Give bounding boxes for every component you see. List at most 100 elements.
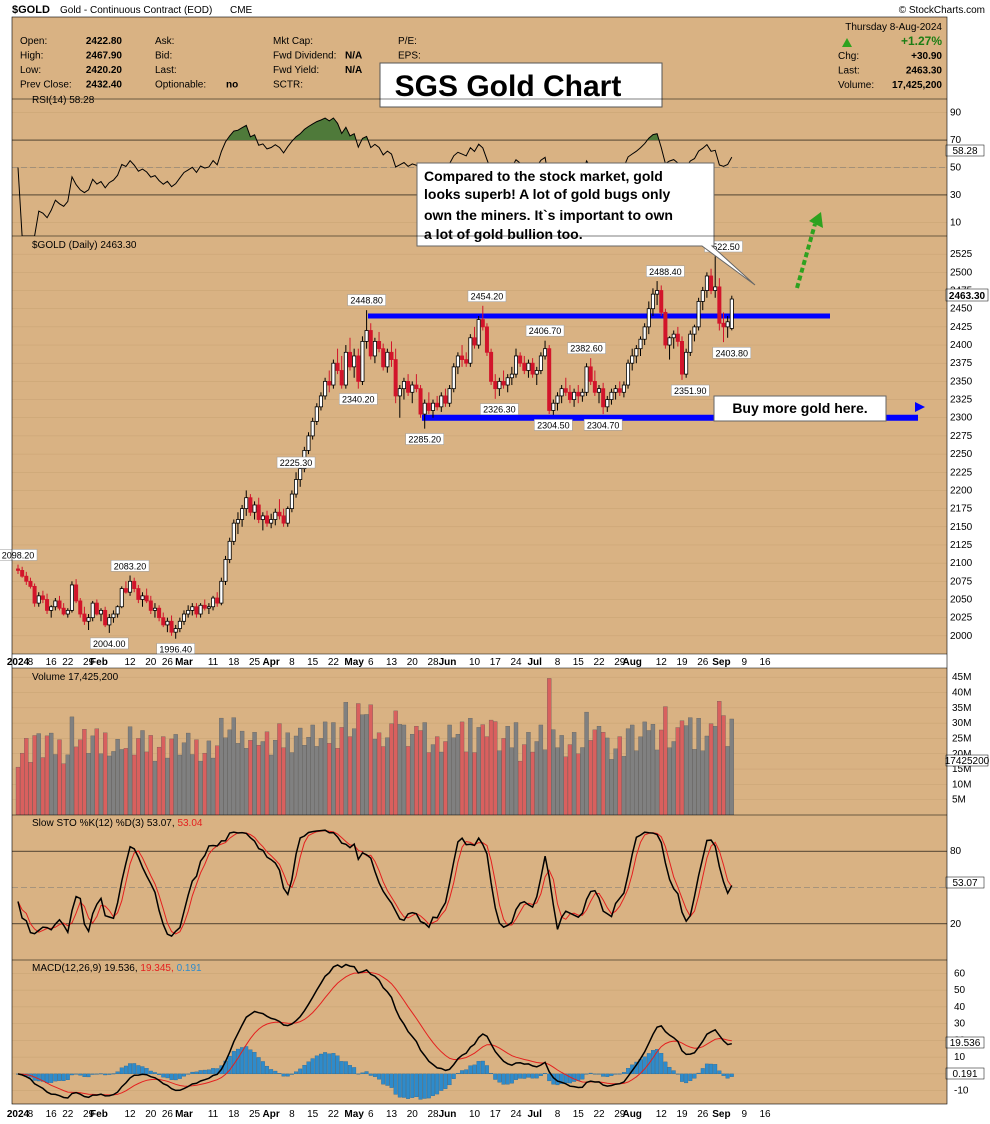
- candle-body: [435, 402, 440, 408]
- macd-hist-bar: [426, 1073, 431, 1099]
- candle-body: [169, 620, 174, 633]
- macd-hist-bar: [464, 1069, 469, 1075]
- candle-body: [82, 613, 87, 622]
- price-panel: 2525250024752450242524002375235023252300…: [0, 212, 989, 655]
- date-tick: 19: [676, 657, 688, 668]
- date-tick: 26: [162, 657, 174, 668]
- macd-hist-bar: [65, 1073, 70, 1080]
- stat-value: 2463.30: [906, 66, 943, 77]
- volume-bar: [617, 736, 622, 816]
- macd-hist-bar: [721, 1073, 726, 1076]
- macd-hist-bar: [103, 1073, 108, 1076]
- date-tick: Sep: [712, 1109, 730, 1120]
- price-callout: 2403.80: [712, 347, 752, 359]
- candle-body: [198, 604, 203, 615]
- date-tick: 17: [490, 1109, 502, 1120]
- candle-body: [634, 348, 639, 357]
- candle: [551, 399, 556, 415]
- candle-body: [443, 395, 448, 404]
- macd-hist-bar: [377, 1073, 381, 1080]
- price-tick: 2125: [950, 540, 973, 551]
- stat-value: 17,425,200: [892, 80, 942, 91]
- macd-hist-bar: [422, 1073, 427, 1099]
- candle: [563, 377, 568, 396]
- date-tick: 25: [249, 1109, 261, 1120]
- candle: [692, 324, 697, 342]
- outer-border: [11, 16, 948, 1105]
- callout-bubble: [416, 162, 756, 286]
- macd-tick: 60: [954, 968, 966, 979]
- macd-hist-bar: [331, 1053, 336, 1075]
- macd-hist-bar: [617, 1073, 622, 1075]
- volume-bar: [351, 728, 357, 816]
- candle: [713, 256, 718, 298]
- date-tick: 24: [510, 657, 522, 668]
- candle: [613, 385, 618, 400]
- macd-hist-bar: [480, 1060, 485, 1075]
- volume-bar: [684, 725, 689, 816]
- candle: [310, 417, 315, 440]
- price-tick: 2025: [950, 613, 973, 624]
- stat-value: 2467.90: [86, 51, 123, 62]
- candle-body: [601, 388, 606, 408]
- macd-hist-bar: [484, 1065, 489, 1075]
- volume-bar: [667, 747, 672, 816]
- rsi-tick: 10: [950, 217, 962, 228]
- date-tick: May: [344, 1109, 364, 1120]
- macd-hist-bar: [194, 1071, 199, 1075]
- volume-bar: [501, 738, 506, 816]
- candle-body: [381, 348, 386, 368]
- date-tick: 26: [162, 1109, 174, 1120]
- candle: [314, 403, 319, 426]
- candle: [260, 512, 265, 531]
- date-tick: Sep: [712, 657, 730, 668]
- candle: [15, 564, 20, 575]
- volume-bar: [571, 732, 577, 816]
- macd-hist-bar: [501, 1073, 506, 1085]
- volume-bar: [397, 724, 402, 816]
- macd-hist-bar: [177, 1073, 182, 1079]
- macd-hist-bar: [729, 1073, 734, 1077]
- macd-hist-bar: [231, 1051, 236, 1075]
- volume-bar: [401, 724, 407, 816]
- price-callout-box: [276, 456, 316, 469]
- candle-body: [335, 362, 340, 371]
- volume-bar: [692, 749, 697, 816]
- macd-hist-bar: [584, 1073, 589, 1075]
- candle-body: [264, 515, 269, 524]
- volume-bar: [538, 724, 544, 816]
- candle: [696, 297, 701, 331]
- macd-hist-bar: [169, 1073, 174, 1080]
- candle-body: [484, 326, 489, 353]
- candle: [107, 614, 112, 633]
- candle: [389, 341, 394, 367]
- price-callout: 2326.30: [480, 403, 519, 415]
- volume-bar: [132, 754, 137, 816]
- price-callout-box: [339, 393, 378, 405]
- date-tick: 15: [307, 657, 319, 668]
- candle-body: [422, 402, 427, 415]
- volume-bar: [198, 760, 203, 816]
- macd-hist-bar: [123, 1065, 128, 1075]
- macd-hist-bar: [671, 1070, 676, 1075]
- volume-bar: [82, 729, 87, 816]
- candle-body: [49, 606, 54, 611]
- date-tick: 15: [307, 1109, 319, 1120]
- candle-body: [684, 351, 689, 375]
- candle: [45, 593, 50, 615]
- price-callout: 2285.20: [405, 433, 444, 445]
- rsi-tick: 90: [950, 108, 962, 119]
- candle-body: [547, 348, 552, 411]
- date-tick: Apr: [263, 657, 280, 668]
- candle: [360, 336, 365, 386]
- candle: [559, 385, 564, 404]
- volume-panel: 45M 40M 35M 30M 25M 20M 15M 10M 5M Volume 17,425…: [12, 668, 990, 816]
- volume-bar: [513, 722, 519, 816]
- volume-bar: [140, 730, 145, 816]
- candle: [451, 363, 456, 393]
- description: Gold - Continuous Contract (EOD): [60, 5, 212, 16]
- date-tick: 8: [555, 1109, 561, 1120]
- candle: [24, 571, 29, 585]
